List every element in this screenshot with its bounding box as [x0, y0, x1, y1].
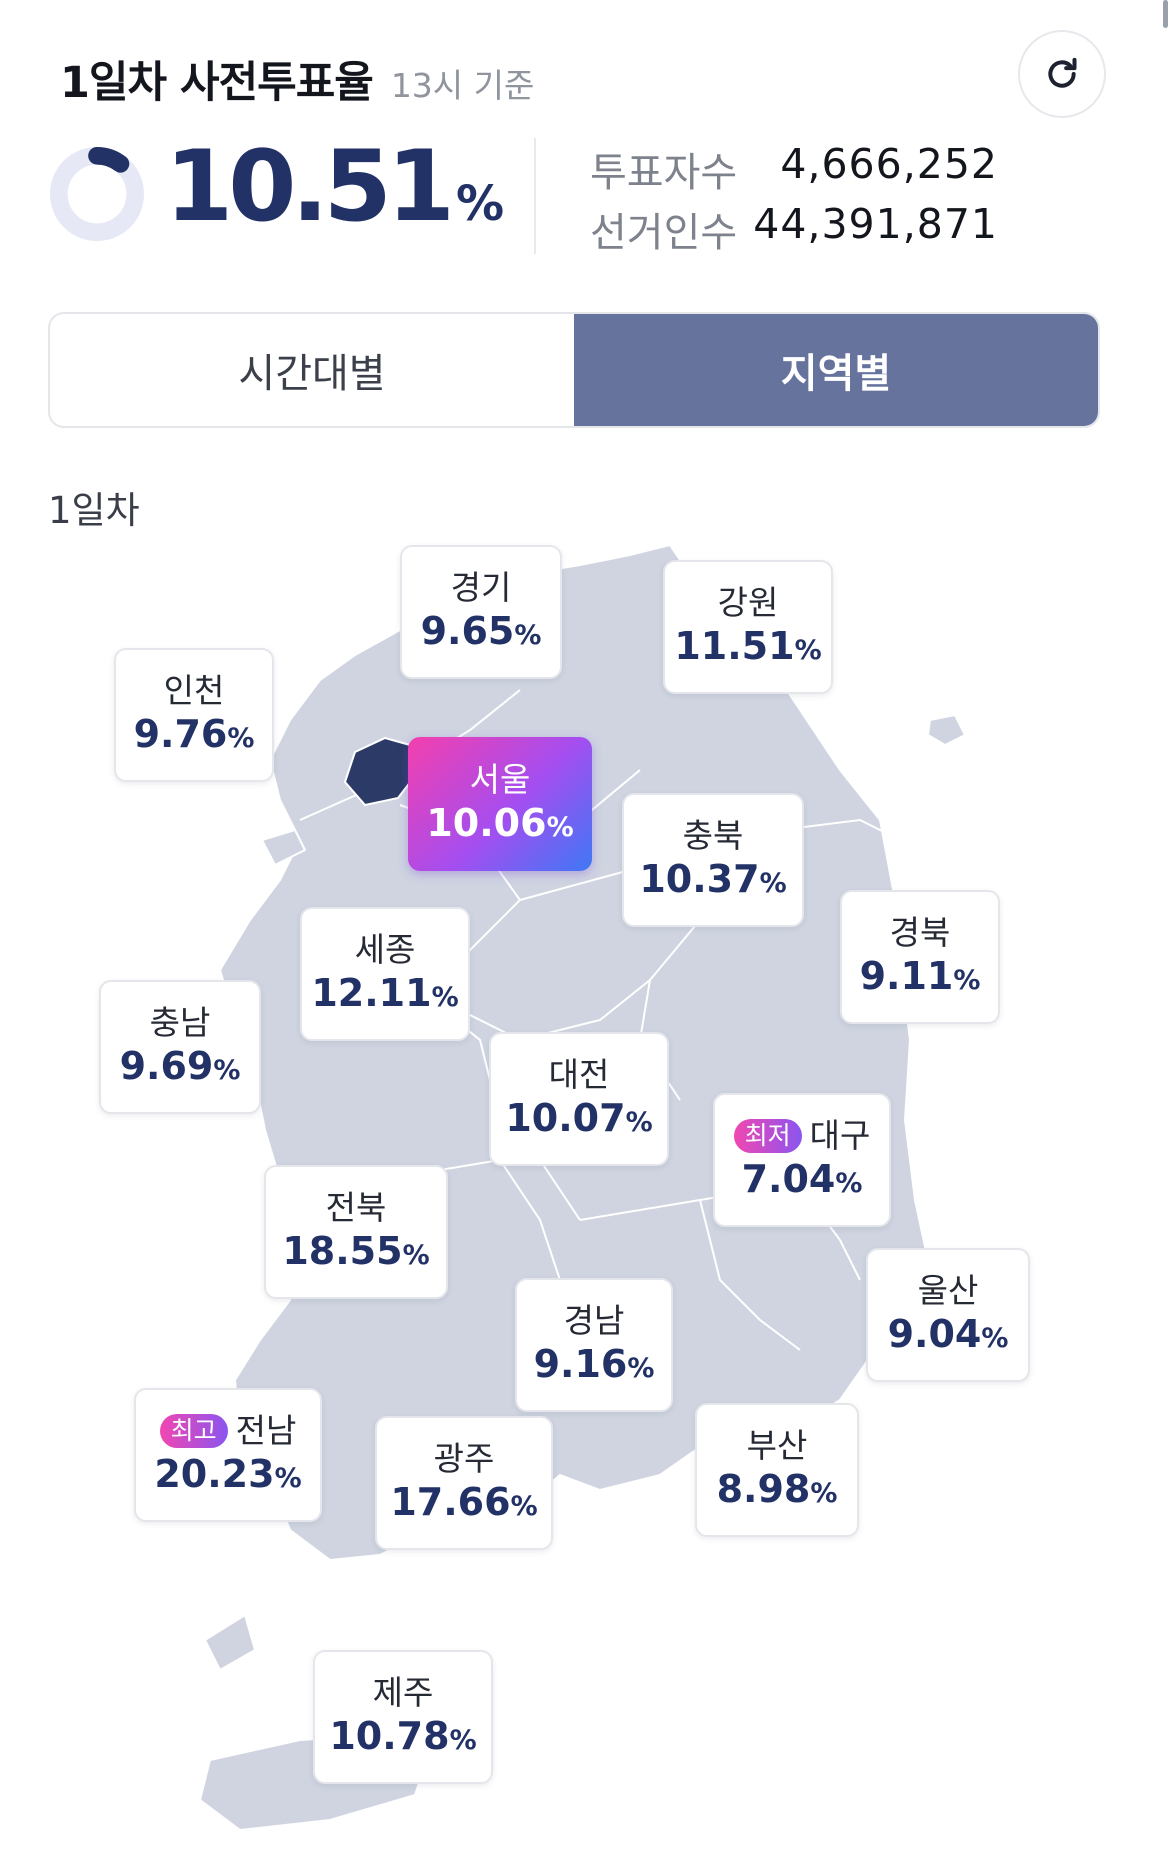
region-rate: 9.16: [533, 1342, 628, 1387]
region-name: 경기: [450, 568, 512, 608]
refresh-button[interactable]: [1018, 30, 1106, 118]
view-tabs: 시간대별 지역별: [48, 312, 1100, 428]
region-name: 경북: [889, 913, 951, 953]
region-rate: 8.98: [716, 1467, 811, 1512]
region-card-jeju[interactable]: 제주 10.78%: [313, 1650, 493, 1784]
region-name: 경남: [563, 1301, 625, 1341]
page-subtitle: 13시 기준: [390, 66, 535, 105]
tab-by-time[interactable]: 시간대별: [238, 351, 386, 397]
region-name: 세종: [354, 930, 416, 970]
region-rate: 7.04: [741, 1157, 836, 1202]
turnout-donut: [49, 146, 145, 242]
header: 1일차 사전투표율 13시 기준: [60, 48, 534, 110]
region-card-gangwon[interactable]: 강원 11.51%: [663, 560, 833, 694]
region-name: 강원: [717, 583, 779, 623]
region-rate: 20.23: [154, 1452, 275, 1497]
region-card-sejong[interactable]: 세종 12.11%: [300, 907, 470, 1041]
voters-value: 4,666,252: [780, 140, 998, 188]
turnout-unit: %: [455, 176, 505, 232]
tab-by-region[interactable]: 지역별: [574, 314, 1098, 426]
region-name: 전북: [325, 1188, 387, 1228]
region-card-seoul[interactable]: 서울 10.06%: [408, 737, 592, 871]
region-rate: 9.69: [119, 1044, 214, 1089]
region-rate: 11.51: [674, 624, 795, 669]
region-name: 충북: [682, 816, 744, 856]
region-rate: 18.55: [282, 1229, 403, 1274]
region-card-incheon[interactable]: 인천 9.76%: [114, 648, 274, 782]
divider: [534, 138, 536, 254]
region-rate: 9.76: [133, 712, 228, 757]
region-name: 서울: [469, 760, 531, 800]
region-card-jeonbuk[interactable]: 전북 18.55%: [264, 1165, 448, 1299]
electorate-label: 선거인수: [590, 210, 738, 256]
region-name: 충남: [149, 1003, 211, 1043]
lowest-badge: 최저: [733, 1119, 802, 1154]
region-rate: 10.37: [639, 857, 760, 902]
region-card-jeonnam[interactable]: 최고 전남 20.23%: [134, 1388, 322, 1522]
island-1: [261, 829, 306, 866]
region-card-daegu[interactable]: 최저 대구 7.04%: [713, 1093, 891, 1227]
island-2: [927, 714, 966, 746]
refresh-icon: [1048, 57, 1077, 88]
region-rate: 9.11: [859, 954, 954, 999]
region-card-gyeonggi[interactable]: 경기 9.65%: [400, 545, 562, 679]
region-card-gyeongbuk[interactable]: 경북 9.11%: [840, 890, 1000, 1024]
day-label: 1일차: [48, 489, 140, 532]
region-rate: 9.04: [887, 1312, 982, 1357]
region-name: 대구: [809, 1116, 871, 1156]
region-card-gwangju[interactable]: 광주 17.66%: [375, 1416, 553, 1550]
region-rate: 9.65: [420, 609, 515, 654]
region-card-chungbuk[interactable]: 충북 10.37%: [622, 793, 804, 927]
region-rate: 10.78: [329, 1714, 450, 1759]
region-card-chungnam[interactable]: 충남 9.69%: [99, 980, 261, 1114]
electorate-value: 44,391,871: [753, 200, 998, 248]
turnout-rate: 10.51 %: [165, 138, 504, 236]
region-rate: 10.06: [426, 801, 547, 846]
region-name: 17.66: [390, 1480, 511, 1525]
region-rate: 12.11: [311, 971, 432, 1016]
region-card-ulsan[interactable]: 울산 9.04%: [866, 1248, 1030, 1382]
region-card-busan[interactable]: 부산 8.98%: [695, 1403, 859, 1537]
region-name: 인천: [163, 671, 225, 711]
island-3: [204, 1614, 256, 1671]
voters-label: 투표자수: [590, 150, 738, 196]
region-name: 전남: [235, 1411, 297, 1451]
region-name: 광주: [433, 1439, 495, 1479]
region-rate: 10.07: [505, 1096, 626, 1141]
region-card-daejeon[interactable]: 대전 10.07%: [489, 1032, 669, 1166]
region-name: 제주: [372, 1673, 434, 1713]
region-card-gyeongnam[interactable]: 경남 9.16%: [515, 1278, 673, 1412]
region-name: 울산: [917, 1271, 979, 1311]
highest-badge: 최고: [159, 1414, 228, 1449]
page-title: 1일차 사전투표율: [60, 58, 374, 108]
region-name: 대전: [548, 1055, 610, 1095]
region-name: 부산: [746, 1426, 808, 1466]
turnout-value: 10.51: [165, 130, 455, 244]
scrollbar-thumb[interactable]: [1163, 0, 1168, 28]
